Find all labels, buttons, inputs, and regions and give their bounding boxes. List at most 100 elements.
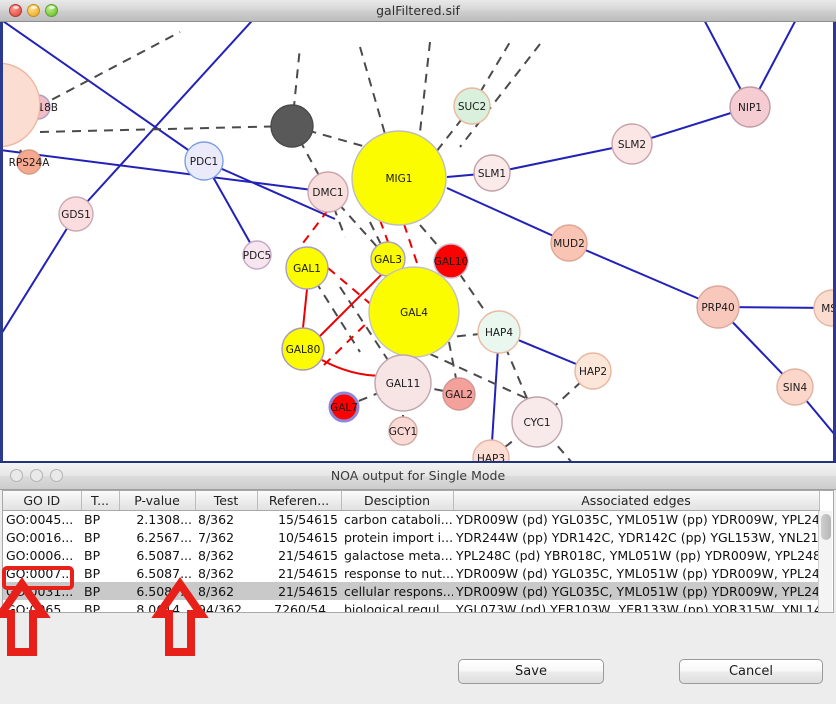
network-edge[interactable] xyxy=(419,41,431,133)
node-circle[interactable] xyxy=(285,246,329,290)
network-node-cyc1[interactable]: CYC1 xyxy=(511,396,563,448)
node-circle[interactable] xyxy=(813,289,836,327)
network-node-gal4[interactable]: GAL4 xyxy=(368,266,460,358)
node-circle[interactable] xyxy=(270,104,314,148)
node-circle[interactable] xyxy=(58,196,94,232)
network-edge[interactable] xyxy=(403,223,421,273)
node-circle[interactable] xyxy=(433,243,469,279)
network-node-gds1[interactable]: GDS1 xyxy=(58,196,94,232)
node-circle[interactable] xyxy=(351,130,447,226)
close-icon[interactable] xyxy=(9,4,22,17)
node-circle[interactable] xyxy=(184,141,224,181)
table-row[interactable]: GO:0045... BP 2.1308... 8/362 15/54615 carbon… xyxy=(3,510,819,528)
network-node-gal10[interactable]: GAL10 xyxy=(433,243,469,279)
network-edge[interactable] xyxy=(448,341,460,395)
network-edge[interactable] xyxy=(379,219,389,243)
network-node-gal3[interactable]: GAL3 xyxy=(370,241,406,277)
network-edge[interactable] xyxy=(471,41,511,107)
cancel-button[interactable]: Cancel xyxy=(679,659,823,684)
node-circle[interactable] xyxy=(550,224,588,262)
node-circle[interactable] xyxy=(328,391,360,423)
network-node-hap4[interactable]: HAP4 xyxy=(477,310,521,354)
network-node-hap3[interactable]: HAP3 xyxy=(472,439,510,461)
network-node-hap2[interactable]: HAP2 xyxy=(574,352,612,390)
network-edge[interactable] xyxy=(435,105,473,153)
scrollbar-thumb[interactable] xyxy=(821,514,831,540)
node-circle[interactable] xyxy=(442,377,476,411)
network-edge[interactable] xyxy=(291,125,329,193)
window-controls[interactable] xyxy=(9,4,58,17)
dialog-zoom-icon[interactable] xyxy=(50,469,63,482)
network-edge[interactable] xyxy=(203,160,336,220)
table-row[interactable]: GO:0031... BP 6.5087... 8/362 21/54615 cellul… xyxy=(3,582,819,600)
network-node-gal80[interactable]: GAL80 xyxy=(281,327,325,371)
network-node-pdc5[interactable]: PDC5 xyxy=(242,240,272,270)
network-node-prp40[interactable]: PRP40 xyxy=(696,285,740,329)
node-circle[interactable] xyxy=(472,439,510,461)
node-circle[interactable] xyxy=(388,416,418,446)
network-node-slm2[interactable]: SLM2 xyxy=(611,123,653,165)
network-edge[interactable] xyxy=(323,311,379,366)
minimize-icon[interactable] xyxy=(27,4,40,17)
network-edge[interactable] xyxy=(299,209,329,248)
column-header-edges[interactable]: Associated edges xyxy=(453,491,820,511)
node-circle[interactable] xyxy=(611,123,653,165)
network-edge[interactable] xyxy=(429,353,531,401)
node-circle[interactable] xyxy=(729,86,771,128)
network-edge[interactable] xyxy=(491,143,633,174)
table-vertical-scrollbar[interactable] xyxy=(818,511,832,612)
network-node-sin4[interactable]: SIN4 xyxy=(776,368,814,406)
node-circle[interactable] xyxy=(477,310,521,354)
table-row[interactable]: GO:0007... BP 6.5087... 8/362 21/54615 respon… xyxy=(3,564,819,582)
column-header-reference[interactable]: Referen... xyxy=(257,491,342,511)
zoom-icon[interactable] xyxy=(45,4,58,17)
network-node-pdc1[interactable]: PDC1 xyxy=(184,141,224,181)
network-node-gal1[interactable]: GAL1 xyxy=(285,246,329,290)
network-edge[interactable] xyxy=(317,267,389,339)
network-node-msl[interactable]: MSL xyxy=(813,289,836,327)
network-edge[interactable] xyxy=(536,370,594,423)
node-circle[interactable] xyxy=(453,87,491,125)
network-edge[interactable] xyxy=(359,46,386,135)
network-edge[interactable] xyxy=(0,149,329,193)
network-edge[interactable] xyxy=(459,43,541,148)
dialog-close-icon[interactable] xyxy=(10,469,23,482)
node-circle[interactable] xyxy=(16,149,42,175)
network-edge[interactable] xyxy=(37,31,181,108)
network-edge[interactable] xyxy=(75,22,260,215)
node-circle[interactable] xyxy=(374,354,432,412)
network-node-nip1[interactable]: NIP1 xyxy=(729,86,771,128)
network-node-bigleft[interactable] xyxy=(0,62,41,148)
node-circle[interactable] xyxy=(307,171,349,213)
network-node-mud2[interactable]: MUD2 xyxy=(550,224,588,262)
network-node-gcy1[interactable]: GCY1 xyxy=(388,416,418,446)
network-edge[interactable] xyxy=(39,125,293,133)
column-header-go_id[interactable]: GO ID xyxy=(3,491,82,511)
network-edge[interactable] xyxy=(536,421,580,461)
node-circle[interactable] xyxy=(242,240,272,270)
network-edge[interactable] xyxy=(568,242,719,308)
table-header-row[interactable]: GO ID T... P-value Test Referen... Desciption… xyxy=(3,491,820,511)
network-edge[interactable] xyxy=(0,213,77,352)
column-header-description[interactable]: Desciption xyxy=(341,491,454,511)
network-node-gal7[interactable]: GAL7 xyxy=(328,391,360,423)
network-edge[interactable] xyxy=(0,22,205,162)
network-node-gal11[interactable]: GAL11 xyxy=(374,354,432,412)
node-circle[interactable] xyxy=(473,154,511,192)
network-node-gal2[interactable]: GAL2 xyxy=(442,377,476,411)
node-circle[interactable] xyxy=(696,285,740,329)
results-table-container[interactable]: GO ID T... P-value Test Referen... Desciption… xyxy=(2,490,834,613)
column-header-type[interactable]: T... xyxy=(81,491,120,511)
node-circle[interactable] xyxy=(511,396,563,448)
network-node-rps24a[interactable]: RPS24A xyxy=(9,149,51,175)
network-node-suc2[interactable]: SUC2 xyxy=(453,87,491,125)
network-node-dmc1[interactable]: DMC1 xyxy=(307,171,349,213)
network-node-dark[interactable] xyxy=(270,104,314,148)
network-edge[interactable] xyxy=(291,46,301,127)
save-button[interactable]: Save xyxy=(458,659,604,684)
network-edge[interactable] xyxy=(339,286,404,384)
dialog-minimize-icon[interactable] xyxy=(30,469,43,482)
network-edge[interactable] xyxy=(446,187,570,244)
node-circle[interactable] xyxy=(574,352,612,390)
network-canvas[interactable]: RPL18BRPS24AGDS1PDC1PDC5DMC1MIG1SUC2SLM1… xyxy=(0,22,836,461)
